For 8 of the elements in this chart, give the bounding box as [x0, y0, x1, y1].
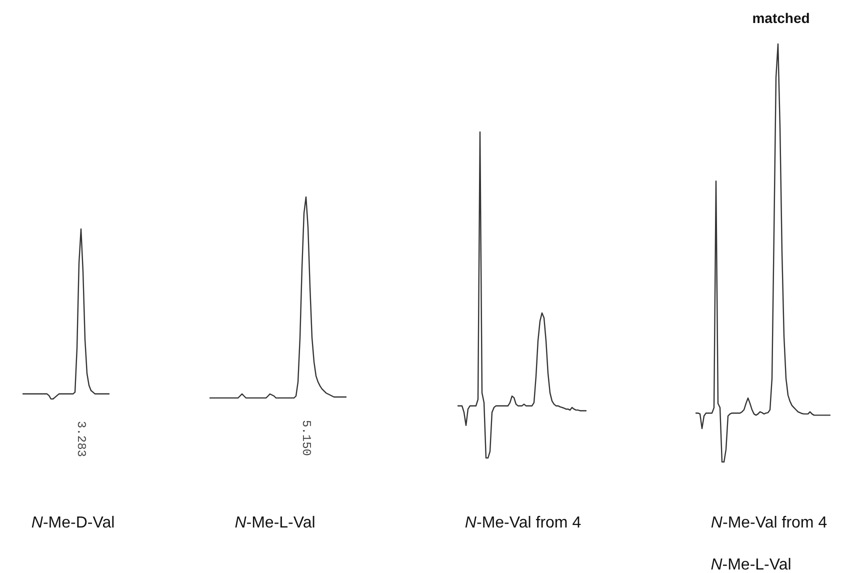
text: N-Me-L-Val: [710, 556, 792, 573]
x-axis-title: N-Me-L-Val: [234, 514, 316, 532]
x-axis-title: N-Me-Val from 4: [464, 514, 582, 532]
text: 3.283: [74, 420, 88, 458]
x-axis-title: N-Me-Val from 4: [710, 514, 828, 532]
text: 5.150: [299, 420, 313, 456]
chart-title: matched: [752, 10, 810, 26]
x-axis-title: N-Me-D-Val: [31, 514, 115, 532]
